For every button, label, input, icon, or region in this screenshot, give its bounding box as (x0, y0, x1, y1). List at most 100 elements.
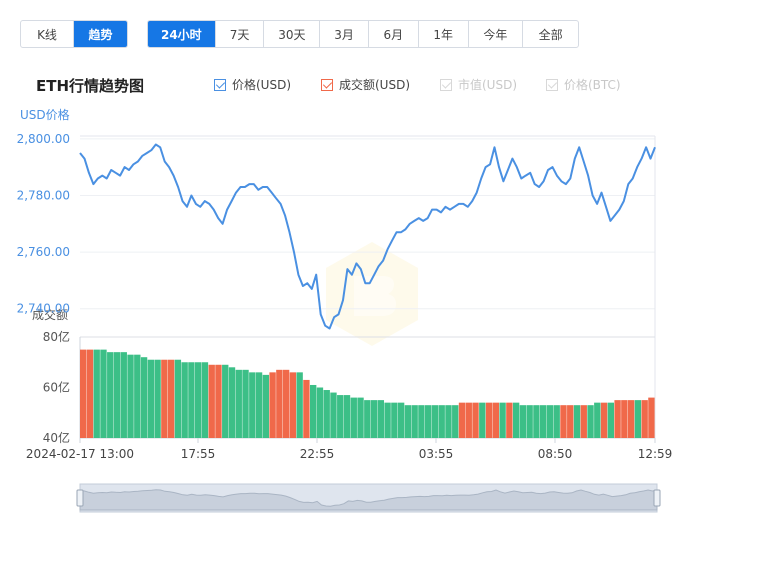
volume-bar (330, 392, 337, 438)
volume-bar (567, 405, 574, 438)
tab-30d[interactable]: 30天 (264, 21, 321, 47)
volume-bar (127, 354, 134, 438)
volume-bar (540, 405, 547, 438)
volume-bar (621, 400, 628, 438)
volume-bar (404, 405, 412, 438)
volume-bar (343, 395, 351, 438)
volume-bar (86, 349, 94, 438)
volume-bar (120, 352, 127, 438)
x-tick-label: 12:59 (638, 447, 673, 461)
volume-axis-title: 成交额 (32, 307, 68, 322)
volume-bar (140, 357, 148, 438)
x-tick-label: 03:55 (419, 447, 454, 461)
volume-bar (384, 402, 391, 438)
volume-bar (479, 402, 486, 438)
volume-bar (418, 405, 425, 438)
volume-bar (580, 405, 587, 438)
slider-handle-right[interactable] (653, 489, 661, 507)
legend-price-btc[interactable]: 价格(BTC) (546, 76, 621, 93)
volume-bar (100, 349, 107, 438)
volume-bar (587, 405, 594, 438)
tab-7d[interactable]: 7天 (216, 21, 265, 47)
volume-bar (282, 369, 290, 438)
volume-bar (553, 405, 560, 438)
volume-bar (188, 362, 195, 438)
volume-bar (499, 402, 506, 438)
volume-bar (255, 372, 263, 438)
volume-bar (546, 405, 554, 438)
volume-bar (161, 359, 168, 438)
volume-bar (364, 400, 371, 438)
volume-bar (357, 397, 364, 438)
price-tick-label: 2,760.00 (17, 245, 70, 259)
x-tick-label: 08:50 (538, 447, 573, 461)
volume-bar (614, 400, 621, 438)
legend-label: 价格(USD) (232, 78, 292, 92)
volume-bar (492, 402, 500, 438)
x-tick-label: 17:55 (181, 447, 216, 461)
legend-label: 市值(USD) (458, 78, 518, 92)
volume-bar (560, 405, 567, 438)
volume-bar (485, 402, 493, 438)
volume-bar (242, 369, 249, 438)
volume-bar (80, 349, 87, 438)
checkbox-icon (214, 78, 226, 91)
volume-bar (269, 372, 276, 438)
volume-bar (472, 402, 479, 438)
tab-1y[interactable]: 1年 (419, 21, 469, 47)
checkbox-icon (440, 78, 452, 91)
legend-marketcap-usd[interactable]: 市值(USD) (440, 76, 517, 93)
volume-bar (533, 405, 540, 438)
chart-title: ETH行情趋势图 (36, 77, 145, 95)
tab-6m[interactable]: 6月 (369, 21, 419, 47)
tab-24h[interactable]: 24小时 (148, 21, 216, 47)
volume-bar (627, 400, 635, 438)
volume-bar (600, 402, 608, 438)
volume-bar (634, 400, 642, 438)
volume-bar (181, 362, 188, 438)
volume-bar (391, 402, 398, 438)
volume-bar (154, 359, 161, 438)
volume-bar (519, 405, 527, 438)
tab-all[interactable]: 全部 (538, 27, 563, 42)
volume-bar (215, 364, 222, 438)
legend-price-usd[interactable]: 价格(USD) (214, 76, 291, 93)
volume-bar (316, 387, 324, 438)
tab-kline[interactable]: K线 (21, 21, 75, 47)
tab-3m[interactable]: 3月 (320, 21, 369, 47)
volume-bar (607, 402, 615, 438)
volume-bar (465, 402, 472, 438)
volume-bar (93, 349, 100, 438)
tab-trend[interactable]: 趋势 (74, 21, 127, 47)
time-range-slider[interactable] (76, 483, 661, 513)
volume-bar (350, 397, 357, 438)
volume-bar (303, 379, 310, 438)
slider-handle-left[interactable] (76, 489, 84, 507)
legend-volume-usd[interactable]: 成交额(USD) (321, 76, 410, 93)
volume-bar (648, 397, 655, 438)
volume-bar (107, 352, 114, 438)
volume-bar (228, 367, 236, 438)
volume-bar (458, 402, 466, 438)
volume-bar (594, 402, 601, 438)
volume-bar (445, 405, 452, 438)
volume-bar (235, 369, 242, 438)
volume-bar (397, 402, 405, 438)
volume-bar (323, 390, 330, 438)
checkbox-icon (321, 78, 333, 91)
price-axis-title: USD价格 (20, 107, 70, 122)
tab-ytd[interactable]: 今年 (469, 21, 524, 47)
volume-bar (512, 402, 520, 438)
volume-bar (431, 405, 439, 438)
volume-bar (438, 405, 445, 438)
volume-tick-label: 40亿 (43, 430, 70, 445)
volume-bar (411, 405, 418, 438)
volume-bar (249, 372, 256, 438)
volume-tick-label: 60亿 (43, 380, 70, 395)
volume-bar (208, 364, 215, 438)
volume-bar (506, 402, 513, 438)
volume-bar (147, 359, 155, 438)
price-tick-label: 2,800.00 (17, 132, 70, 146)
legend-label: 价格(BTC) (564, 78, 621, 92)
